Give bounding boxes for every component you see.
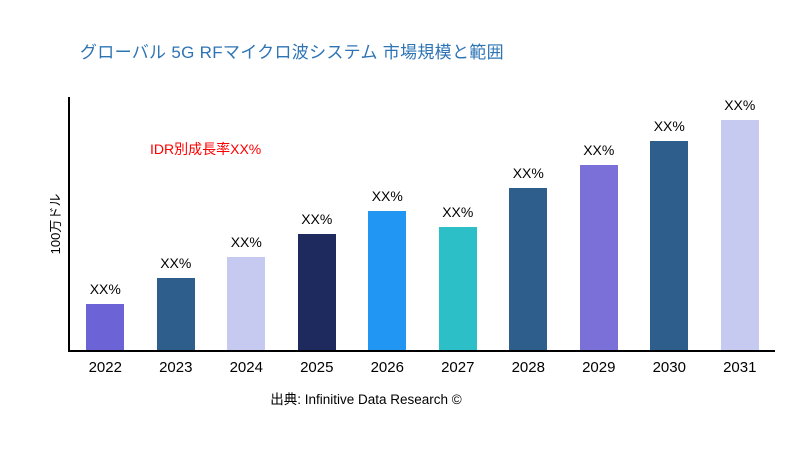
bar (227, 257, 266, 350)
growth-rate-annotation: IDR別成長率XX% (150, 141, 262, 157)
bar-value-label: XX% (724, 97, 756, 113)
x-tick-label: 2023 (159, 359, 193, 376)
bar (438, 227, 477, 350)
bar (156, 278, 195, 350)
x-tick-label: 2026 (370, 359, 404, 376)
bar-value-label: XX% (442, 204, 474, 220)
bar (368, 211, 407, 350)
x-tick-label: 2027 (441, 359, 475, 376)
x-tick-label: 2029 (582, 359, 616, 376)
bar (297, 234, 336, 350)
bar-group: XX% 2031 (705, 97, 776, 376)
bar-value-label: XX% (653, 118, 685, 134)
bar (86, 304, 125, 350)
bar (509, 188, 548, 350)
bar-value-label: XX% (160, 255, 192, 271)
x-tick-label: 2031 (723, 359, 757, 376)
y-axis-label: 100万ドル (47, 193, 63, 254)
x-tick-label: 2028 (511, 359, 545, 376)
x-tick-label: 2024 (229, 359, 263, 376)
plot-area: 100万ドル IDR別成長率XX% XX% 2022 XX% 2023 XX% 2024 X… (48, 97, 776, 376)
bar-value-label: XX% (371, 188, 403, 204)
x-tick-label: 2022 (88, 359, 122, 376)
bar (720, 120, 759, 350)
bar-value-label: XX% (583, 142, 615, 158)
x-tick-label: 2030 (652, 359, 686, 376)
x-tick-label: 2025 (300, 359, 334, 376)
source-caption: 出典: Infinitive Data Research © (270, 392, 462, 407)
bar-group: XX% 2025 (282, 97, 353, 376)
bar-group: XX% 2030 (634, 97, 705, 376)
bar-group: XX% 2023 (141, 97, 212, 376)
bar-group: XX% 2024 (211, 97, 282, 376)
bars-container: XX% 2022 XX% 2023 XX% 2024 XX% 2025 XX% 2026 XX% 20… (70, 97, 776, 376)
bar-group: XX% 2027 (423, 97, 494, 376)
bar-value-label: XX% (230, 234, 262, 250)
bar-group: XX% 2022 (70, 97, 141, 376)
bar-value-label: XX% (89, 281, 121, 297)
bar (579, 165, 618, 350)
chart-title: グローバル 5G RFマイクロ波システム 市場規模と範囲 (80, 43, 504, 62)
bar-group: XX% 2028 (493, 97, 564, 376)
bar-group: XX% 2026 (352, 97, 423, 376)
bar-group: XX% 2029 (564, 97, 635, 376)
bar-value-label: XX% (301, 211, 333, 227)
bar (650, 141, 689, 350)
bar-value-label: XX% (512, 165, 544, 181)
